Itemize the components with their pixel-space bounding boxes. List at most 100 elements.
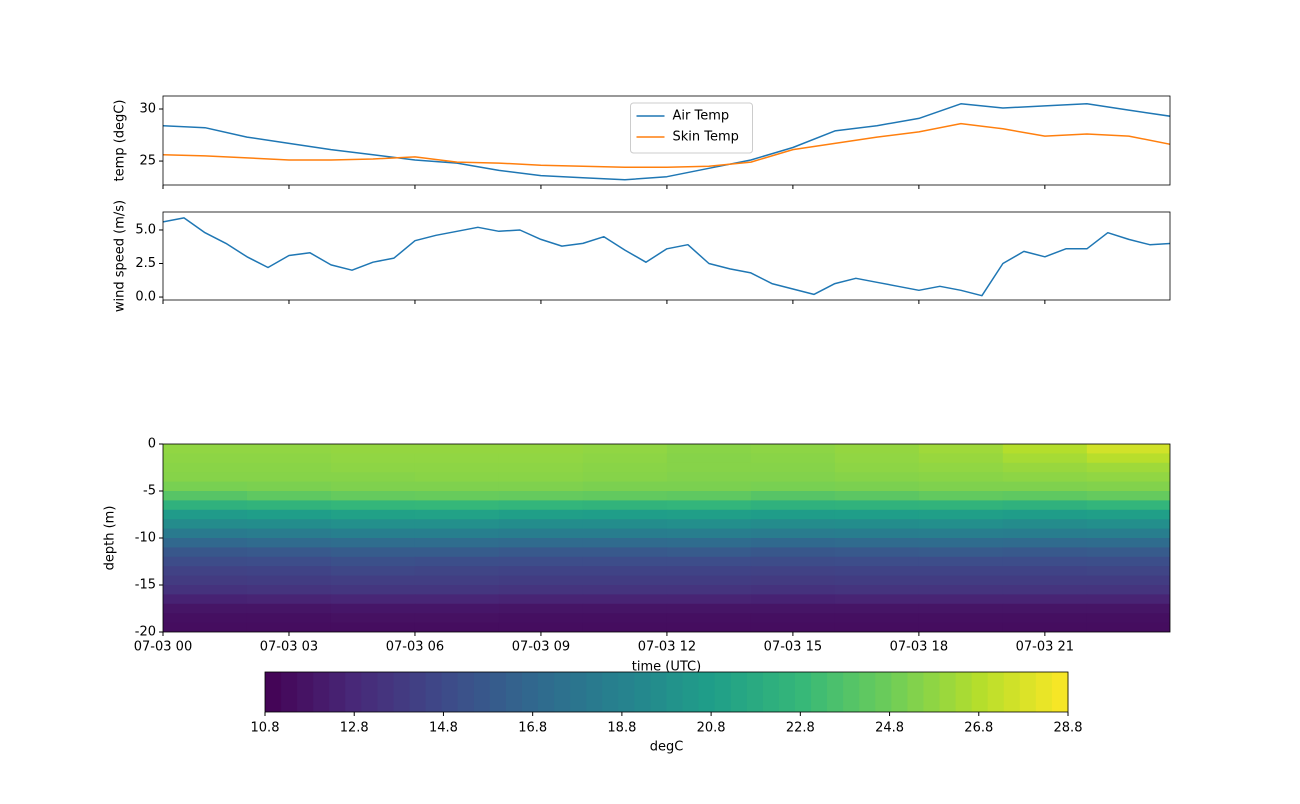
x-tick-label: 07-03 21 [1016, 640, 1074, 655]
heatmap-cell [582, 538, 668, 548]
heatmap-cell [330, 594, 416, 605]
heatmap-cell [666, 500, 752, 511]
heatmap-cell [918, 566, 1004, 577]
heatmap-cell [918, 585, 1004, 595]
heatmap-cell [1086, 547, 1170, 558]
heatmap-cell [834, 444, 920, 454]
heatmap-cell [246, 472, 332, 483]
heatmap-cell [330, 566, 416, 577]
lines [163, 103, 1170, 181]
colorbar-band [714, 672, 732, 712]
colorbar-tick-label: 18.8 [607, 721, 636, 736]
heatmap-cell [1002, 500, 1088, 511]
heatmap-cell [498, 528, 584, 539]
heatmap-cell [1086, 566, 1170, 577]
heatmap-cell [918, 444, 1004, 454]
heatmap-cell [498, 566, 584, 577]
heatmap-cell [834, 453, 920, 464]
heatmap-cell [1002, 472, 1088, 483]
heatmap-cell [1086, 453, 1170, 464]
lines [163, 217, 1170, 297]
heatmap-cell [246, 462, 332, 473]
heatmap-cell [750, 622, 836, 632]
heatmap-cell [1086, 472, 1170, 483]
colorbar-band [778, 672, 796, 712]
colorbar-band [939, 672, 957, 712]
colorbar-tick-label: 14.8 [429, 721, 458, 736]
heatmap-cell [330, 538, 416, 548]
x-tick-label: 07-03 15 [764, 640, 822, 655]
heatmap-cell [163, 594, 248, 605]
heatmap-cell [246, 556, 332, 567]
heatmap-cell [414, 500, 500, 511]
y-tick-label: 30 [139, 102, 156, 117]
heatmap-cell [750, 585, 836, 595]
colorbar-band [409, 672, 427, 712]
heatmap-cell [1086, 519, 1170, 530]
heatmap-cell [582, 453, 668, 464]
colorbar-band [1051, 672, 1069, 712]
colorbar-band [650, 672, 667, 712]
heatmap-cell [1086, 585, 1170, 595]
heatmap-cell [750, 444, 836, 454]
heatmap-cell [246, 528, 332, 539]
heatmap-cell [498, 519, 584, 530]
heatmap-cell [750, 575, 836, 586]
heatmap-cell [582, 575, 668, 586]
heatmap-cell [163, 528, 248, 539]
colorbar-band [971, 672, 989, 712]
heatmap-cell [582, 613, 668, 624]
heatmap-cell [1002, 603, 1088, 614]
heatmap-cell [834, 472, 920, 483]
heatmap-cell [246, 500, 332, 511]
heatmap-cell [918, 481, 1004, 492]
heatmap-cell [163, 575, 248, 586]
colorbar-band [827, 672, 844, 712]
heatmap-cell [414, 453, 500, 464]
colorbar-band [859, 672, 876, 712]
y-tick-label: 25 [139, 154, 156, 169]
colorbar-band [1003, 672, 1021, 712]
colorbar-tick-label: 20.8 [697, 721, 726, 736]
heatmap-cell [163, 481, 248, 492]
heatmap-cell [1086, 594, 1170, 605]
heatmap-cell [246, 538, 332, 548]
heatmap-cell [246, 444, 332, 454]
heatmap-cell [1002, 594, 1088, 605]
heatmap-cell [750, 462, 836, 473]
x-tick-label: 07-03 18 [890, 640, 948, 655]
heatmap-cell [666, 613, 752, 624]
heatmap-cell [414, 622, 500, 632]
heatmap-cell [498, 547, 584, 558]
heatmap-cell [246, 566, 332, 577]
colorbar-band [811, 672, 828, 712]
y-axis-label: wind speed (m/s) [113, 200, 128, 312]
heatmap-cell [582, 519, 668, 530]
heatmap-cell [582, 556, 668, 567]
heatmap-cell [330, 556, 416, 567]
heatmap-cell [498, 575, 584, 586]
heatmap-cell [1002, 444, 1088, 454]
colorbar-tick-label: 16.8 [518, 721, 547, 736]
heatmap-cell [498, 453, 584, 464]
heatmap-cell [666, 444, 752, 454]
colorbar-band [634, 672, 651, 712]
heatmap-cell [330, 453, 416, 464]
heatmap-cell [750, 528, 836, 539]
heatmap-cell [834, 622, 920, 632]
colorbar-tick-label: 28.8 [1054, 721, 1083, 736]
line-series [163, 103, 1170, 181]
heatmap-cell [918, 575, 1004, 586]
heatmap-cell [163, 500, 248, 511]
colorbar-band [955, 672, 973, 712]
heatmap-cell [1086, 556, 1170, 567]
heatmap-cell [414, 528, 500, 539]
heatmap-cell [666, 509, 752, 520]
heatmap-cell [163, 462, 248, 473]
heatmap-cell [1086, 509, 1170, 520]
heatmap-cell [246, 481, 332, 492]
heatmap-cell [163, 566, 248, 577]
heatmap-cell [498, 491, 584, 501]
heatmap-cell [750, 603, 836, 614]
y-tick-label: 0 [148, 437, 156, 452]
